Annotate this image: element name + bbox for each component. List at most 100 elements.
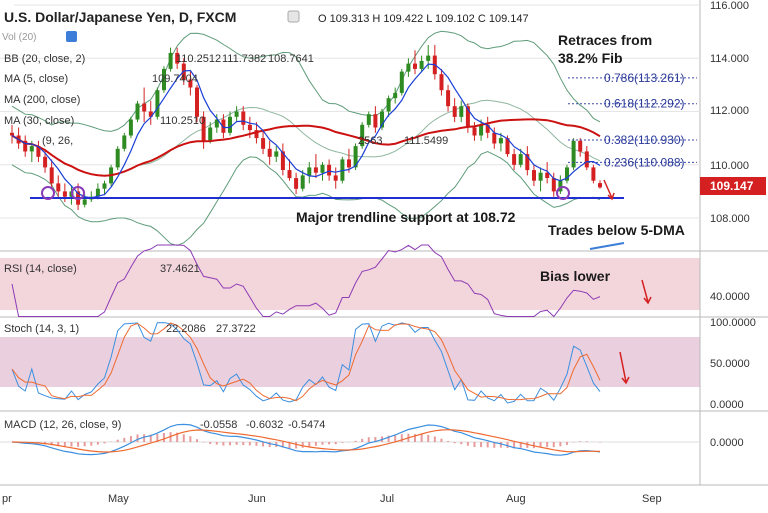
candle-body [188,79,193,88]
candle-body [43,156,48,168]
time-tick: Sep [642,493,662,505]
rsi-tick: 40.0000 [710,291,750,303]
settings-icon[interactable] [66,31,77,42]
candle-body [393,92,398,99]
candle-body [551,178,556,192]
fib-levels: 0.786(113.261) 0.618(112.292) 0.382(110.93… [568,71,697,169]
last-price-badge [700,177,766,195]
candle-body [399,71,404,93]
arrow-head [643,296,652,305]
annotation-trendline: Major trendline support at 108.72 [296,209,516,225]
macd-tick: 0.0000 [710,437,744,449]
fib-label: 0.382(110.930) [604,133,685,147]
legend-ma30-value: 110.2510 [160,115,205,127]
stoch-k-line [11,322,601,404]
candle-body [545,172,550,178]
candle-body [148,111,153,117]
legend-bb-upper: 111.7382 [222,53,266,65]
legend-ma5-value: 109.7404 [152,73,198,85]
candle-body [406,63,411,72]
price-tick: 116.000 [710,0,749,12]
candle-body [267,148,272,157]
legend-bb-basis: 110.2512 [176,53,221,65]
price-tick: 108.000 [710,213,750,225]
annotation-5dma: Trades below 5-DMA [548,222,685,238]
candle-body [505,138,510,155]
legend-ma30: MA (30, close) [4,115,74,127]
rsi-pane [11,244,601,318]
candle-body [525,154,530,171]
candle-body [122,135,127,149]
arrow-head [621,376,630,385]
candle-body [459,106,464,117]
candle-body [426,55,431,61]
legend-extra: 2563 [358,135,382,147]
candle-body [518,154,523,165]
support-touch-marker [71,186,85,200]
candle-body [366,114,371,125]
candle-body [36,146,41,157]
candle-body [95,188,100,197]
stoch-pane [11,322,601,404]
candle-body [135,103,140,120]
time-tick: Jun [248,493,266,505]
candle-body [479,124,484,136]
ma5-line [11,63,601,199]
macd-hist-value: -0.0558 [200,419,237,431]
candle-body [294,178,299,189]
candle-body [413,63,417,69]
price-tick: 110.000 [710,160,749,172]
candle-body [29,146,34,152]
candle-body [214,119,219,128]
annotation-retrace: Retraces from [558,32,652,48]
macd-pane [0,423,700,456]
time-tick: pr [2,493,12,505]
macd-label: MACD (12, 26, close, 9) [4,419,121,431]
macd-signal-value: -0.5474 [288,419,325,431]
candle-body [300,175,305,189]
fib-label: 0.618(112.292) [604,97,685,111]
candle-body [234,111,239,117]
header-bg [0,2,14,14]
price-tick: 112.000 [710,105,749,117]
candle-body [228,116,232,133]
candle-body [386,98,391,112]
candle-body [452,106,457,117]
candle-body [62,191,67,197]
candle-body [578,140,583,152]
rsi-value: 37.4621 [160,263,200,275]
stoch-tick: 50.0000 [710,358,750,370]
candle-body [142,103,147,112]
chart-title: U.S. Dollar/Japanese Yen, D, FXCM [4,9,236,25]
candle-body [128,119,133,136]
candle-body [512,154,517,165]
rsi-band [0,258,700,310]
candle-body [498,138,503,144]
candle-body [56,183,61,192]
candle-body [538,172,543,181]
legend-ma5: MA (5, close) [4,73,68,85]
candle-body [115,148,120,168]
candle-body [241,111,246,125]
stoch-label: Stoch (14, 3, 1) [4,323,79,335]
candle-body [195,87,199,117]
time-tick: Aug [506,493,526,505]
fib-label: 0.786(113.261) [604,71,685,85]
arrow-head [607,192,615,201]
legend-vol: Vol (20) [2,32,36,43]
eye-icon[interactable] [287,10,300,23]
candle-body [446,90,451,107]
ma5-slope-marker [589,242,625,250]
ohlc-readout: O 109.313 H 109.422 L 109.102 C 109.147 [318,13,529,25]
time-tick: May [108,493,129,505]
candle-body [320,164,325,173]
candle-body [23,140,28,152]
rsi-line [11,244,601,318]
candle-body [532,170,536,181]
down-arrow-icon [603,179,613,199]
candle-body [49,167,54,184]
legend-panel: Vol (20) BB (20, close, 2) 110.2512 111.… [2,31,448,147]
candle-body [155,90,160,117]
candle-body [565,167,569,181]
